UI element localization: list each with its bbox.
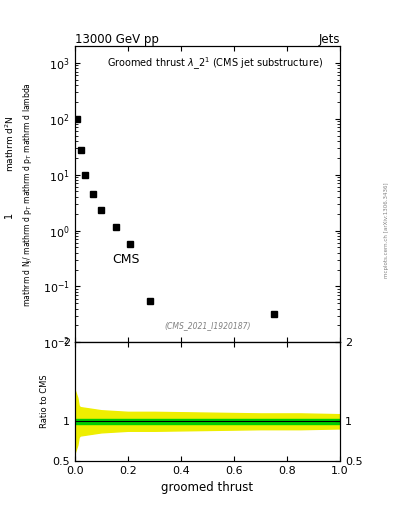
Y-axis label: Ratio to CMS: Ratio to CMS [40, 375, 50, 429]
Text: mcplots.cern.ch [arXiv:1306.3436]: mcplots.cern.ch [arXiv:1306.3436] [384, 183, 389, 278]
Text: CMS: CMS [112, 253, 139, 266]
Text: 13000 GeV pp: 13000 GeV pp [75, 33, 158, 46]
Text: Groomed thrust $\lambda\_2^1$ (CMS jet substructure): Groomed thrust $\lambda\_2^1$ (CMS jet s… [107, 55, 323, 72]
Text: mathrm d N$_J$/ mathrm d p$_T$ mathrm d p$_T$ mathrm d lambda: mathrm d N$_J$/ mathrm d p$_T$ mathrm d … [22, 82, 35, 307]
Text: Jets: Jets [318, 33, 340, 46]
Text: mathrm d$^2$N: mathrm d$^2$N [4, 115, 17, 172]
Text: (CMS_2021_I1920187): (CMS_2021_I1920187) [164, 322, 251, 330]
Text: 1: 1 [4, 212, 14, 218]
X-axis label: groomed thrust: groomed thrust [161, 481, 253, 494]
